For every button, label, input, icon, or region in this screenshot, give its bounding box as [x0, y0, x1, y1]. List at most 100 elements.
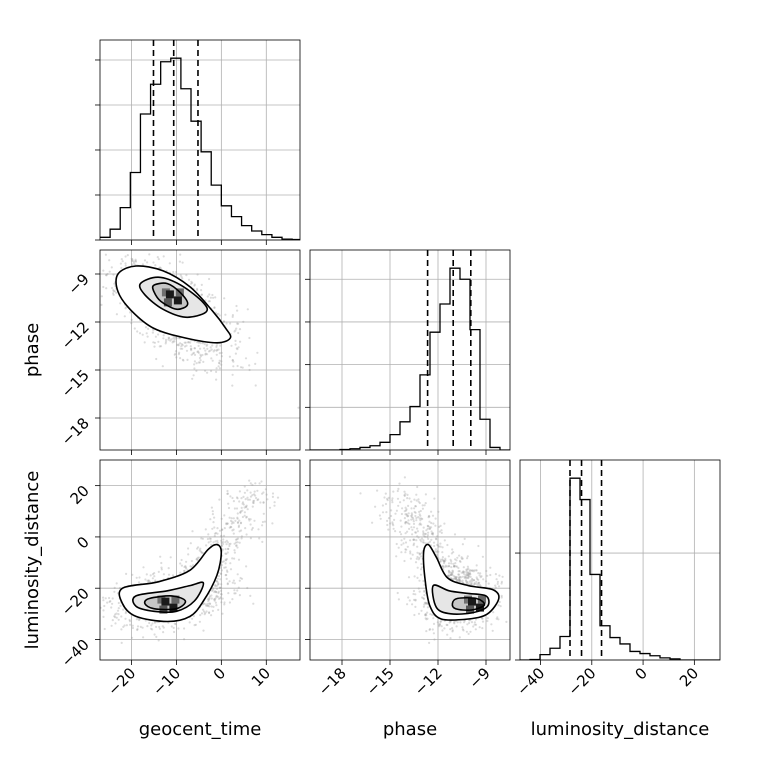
sample-point	[465, 630, 468, 633]
sample-point	[428, 527, 431, 531]
sample-point	[200, 293, 203, 296]
sample-point	[450, 552, 453, 555]
sample-point	[457, 566, 460, 570]
sample-point	[228, 601, 231, 604]
sample-point	[411, 553, 414, 556]
sample-point	[147, 327, 150, 330]
sample-point	[469, 575, 472, 579]
sample-point	[460, 571, 463, 574]
sample-point	[391, 521, 394, 524]
sample-point	[470, 582, 473, 585]
sample-point	[453, 565, 456, 568]
sample-point	[136, 625, 140, 628]
sample-point	[92, 611, 94, 613]
sample-point	[426, 534, 429, 537]
sample-point	[97, 291, 99, 293]
sample-point	[418, 517, 421, 520]
sample-point	[129, 311, 132, 314]
sample-point	[153, 621, 157, 624]
sample-point	[400, 551, 403, 554]
sample-point	[439, 524, 442, 528]
sample-point	[386, 523, 389, 527]
sample-point	[422, 597, 426, 601]
sample-point	[216, 348, 219, 351]
sample-point	[252, 501, 255, 504]
sample-point	[391, 499, 394, 502]
sample-point	[124, 255, 127, 258]
sample-point	[424, 612, 427, 616]
sample-point	[215, 604, 218, 607]
sample-point	[391, 522, 394, 526]
sample-point	[247, 517, 250, 521]
sample-point	[112, 290, 115, 293]
sample-point	[198, 356, 201, 360]
sample-point	[151, 573, 155, 576]
sample-point	[174, 352, 177, 355]
sample-point	[487, 582, 490, 585]
sample-point	[208, 277, 211, 281]
sample-point	[254, 384, 257, 387]
sample-point	[112, 273, 115, 276]
sample-point	[179, 571, 182, 574]
sample-point	[426, 535, 429, 539]
sample-point	[386, 519, 389, 523]
sample-point	[209, 537, 212, 540]
sample-point	[227, 547, 230, 551]
sample-point	[454, 576, 457, 579]
sample-point	[237, 558, 241, 561]
sample-point	[410, 512, 413, 515]
sample-point	[424, 613, 427, 616]
sample-point	[220, 535, 223, 538]
contour-line	[422, 543, 500, 621]
sample-point	[139, 625, 142, 629]
sample-point	[407, 596, 410, 599]
sample-point	[248, 498, 251, 501]
sample-point	[486, 619, 489, 623]
sample-point	[423, 589, 426, 592]
histogram-step	[310, 267, 510, 450]
sample-point	[438, 624, 442, 627]
sample-point	[115, 612, 118, 615]
sample-point	[243, 506, 246, 509]
sample-point	[184, 565, 187, 568]
sample-point	[239, 522, 242, 525]
sample-point	[422, 526, 425, 529]
sample-point	[248, 519, 251, 522]
sample-point	[297, 406, 300, 409]
sample-point	[245, 504, 248, 507]
sample-point	[237, 524, 241, 527]
sample-point	[416, 535, 419, 538]
sample-point	[232, 528, 235, 531]
sample-point	[407, 504, 410, 507]
sample-point	[443, 559, 446, 562]
sample-point	[119, 604, 122, 608]
sample-point	[271, 492, 275, 495]
sample-point	[477, 544, 480, 548]
sample-point	[408, 522, 411, 526]
sample-point	[452, 562, 455, 566]
sample-point	[474, 628, 477, 631]
sample-point	[410, 514, 413, 517]
sample-point	[422, 541, 426, 544]
sample-point	[219, 578, 222, 581]
sample-point	[192, 374, 195, 377]
sample-point	[451, 570, 454, 573]
sample-point	[423, 532, 426, 536]
sample-point	[128, 620, 132, 623]
sample-point	[397, 546, 400, 549]
sample-point	[420, 566, 424, 569]
sample-point	[391, 501, 394, 504]
sample-point	[411, 533, 414, 536]
sample-point	[390, 514, 393, 518]
sample-point	[108, 600, 111, 604]
sample-point	[110, 624, 113, 627]
sample-point	[417, 558, 420, 561]
sample-point	[205, 344, 208, 347]
sample-point	[225, 573, 228, 577]
sample-point	[238, 541, 241, 544]
sample-point	[401, 507, 404, 510]
sample-point	[146, 335, 149, 338]
sample-point	[430, 538, 433, 541]
sample-point	[236, 521, 240, 524]
